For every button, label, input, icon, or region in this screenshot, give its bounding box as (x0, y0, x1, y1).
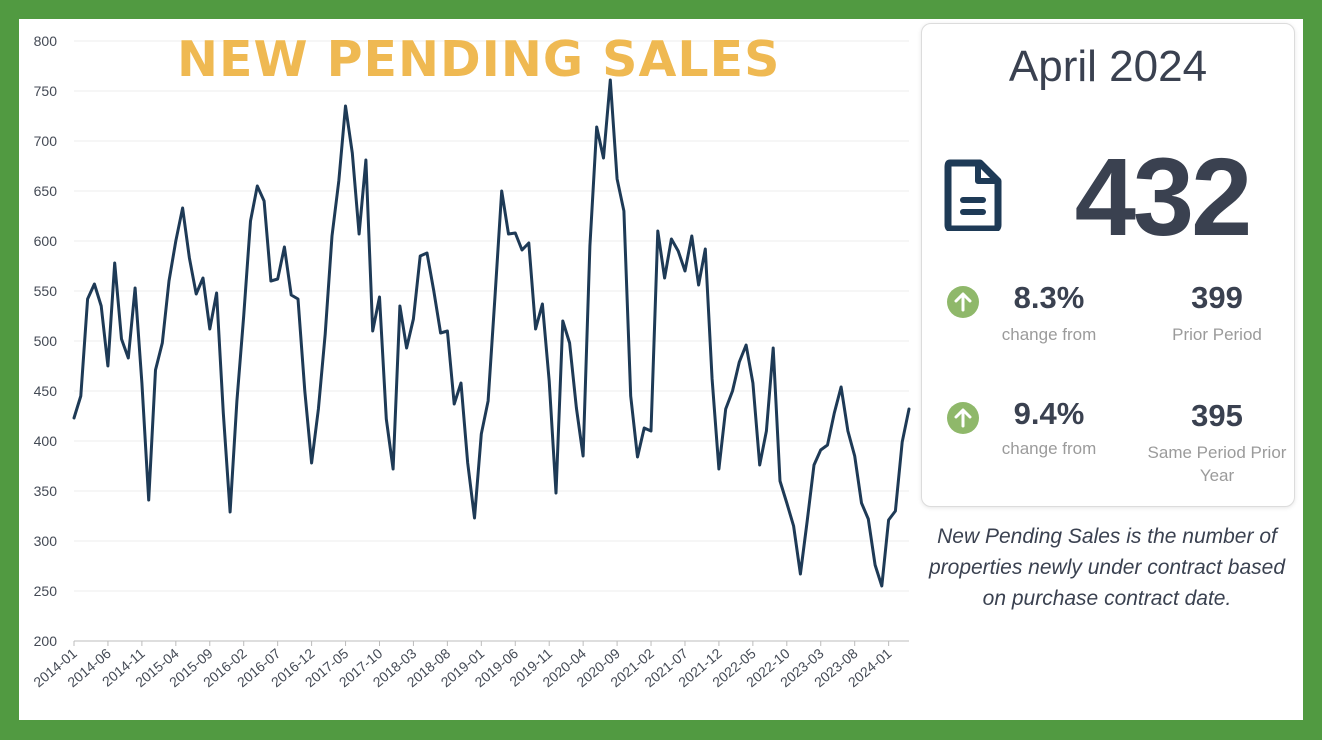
change-prior-pct: 8.3% (1013, 280, 1085, 315)
prior-year-value: 395 (1191, 398, 1243, 433)
description-text: New Pending Sales is the number of prope… (928, 525, 1286, 610)
arrow-up-circle-icon (947, 402, 979, 439)
y-tick-label: 400 (34, 433, 58, 449)
change-year-pct: 9.4% (1013, 396, 1085, 431)
y-tick-label: 200 (34, 633, 58, 649)
prior-year-label: Same Period Prior Year (1147, 443, 1287, 485)
arrow-up-circle-icon (947, 286, 979, 323)
prior-period-label: Prior Period (1172, 325, 1262, 344)
stat-card: April 2024 432 8.3% change from 399 Prio… (921, 23, 1295, 507)
y-tick-label: 600 (34, 233, 58, 249)
y-tick-label: 500 (34, 333, 58, 349)
y-tick-label: 250 (34, 583, 58, 599)
y-tick-label: 700 (34, 133, 58, 149)
y-tick-label: 550 (34, 283, 58, 299)
y-tick-label: 800 (34, 33, 58, 49)
series-line (72, 78, 911, 588)
period-label: April 2024 (1008, 42, 1208, 91)
y-tick-label: 650 (34, 183, 58, 199)
main-value: 432 (1074, 136, 1253, 259)
infographic-panel: 200 250 300 350 400 450 500 550 600 650 700 750 800 2… (19, 19, 1303, 720)
change-year-label: change from (1001, 439, 1097, 458)
prior-period-value: 399 (1191, 280, 1243, 315)
chart-title: NEW PENDING SALES (177, 31, 781, 88)
y-tick-label: 350 (34, 483, 58, 499)
change-prior-label: change from (1001, 325, 1097, 344)
document-icon (944, 159, 1002, 236)
y-tick-label: 450 (34, 383, 58, 399)
y-tick-label: 300 (34, 533, 58, 549)
line-chart: 2002503003504004505005506006507007508002… (30, 33, 911, 690)
y-tick-label: 750 (34, 83, 58, 99)
